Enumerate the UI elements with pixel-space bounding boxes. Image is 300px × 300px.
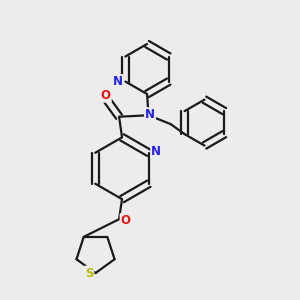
Text: N: N xyxy=(151,145,161,158)
Text: N: N xyxy=(145,108,155,121)
Text: S: S xyxy=(85,267,93,280)
Text: O: O xyxy=(101,89,111,102)
Text: O: O xyxy=(121,214,130,227)
Text: N: N xyxy=(113,75,123,88)
